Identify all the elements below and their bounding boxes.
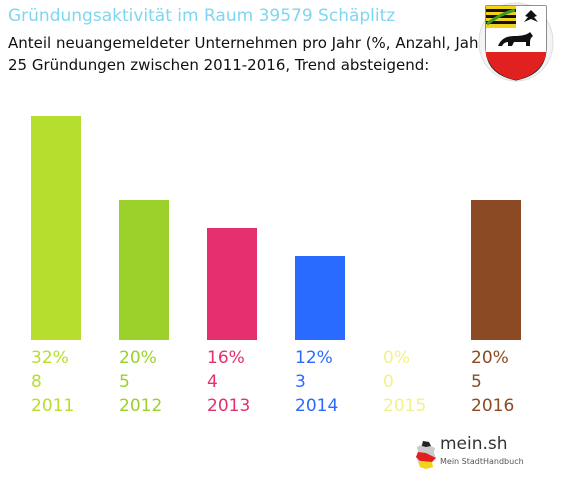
year-label: 2013 [207, 396, 251, 416]
percent-label: 16% [207, 348, 245, 368]
year-label: 2012 [119, 396, 163, 416]
count-label: 4 [207, 372, 218, 392]
percent-label: 12% [295, 348, 333, 368]
logo-wordmark: mein.sh [440, 434, 508, 454]
germany-map-icon [416, 441, 436, 469]
mein-sh-logo: mein.sh Mein StadtHandbuch [414, 432, 524, 476]
count-label: 5 [471, 372, 482, 392]
chart-subtitle-line-2: 25 Gründungen zwischen 2011-2016, Trend … [8, 56, 430, 74]
bar-labels-2013: 16% 4 2013 [207, 346, 297, 418]
bar-labels-2016: 20% 5 2016 [471, 346, 561, 418]
percent-label: 32% [31, 348, 69, 368]
bar-2012 [119, 200, 169, 340]
bar-labels-2011: 32% 8 2011 [31, 346, 121, 418]
bar-2016 [471, 200, 521, 340]
logo-tagline: Mein StadtHandbuch [440, 457, 524, 466]
count-label: 3 [295, 372, 306, 392]
percent-label: 0% [383, 348, 410, 368]
bar-labels-2014: 12% 3 2014 [295, 346, 385, 418]
chart-title: Gründungsaktivität im Raum 39579 Schäpli… [8, 6, 396, 26]
count-label: 0 [383, 372, 394, 392]
bar-labels-2015: 0% 0 2015 [383, 346, 473, 418]
count-label: 5 [119, 372, 130, 392]
percent-label: 20% [471, 348, 509, 368]
bar-labels-2012: 20% 5 2012 [119, 346, 209, 418]
coat-of-arms-icon [478, 2, 554, 82]
bar-2011 [31, 116, 81, 340]
percent-label: 20% [119, 348, 157, 368]
year-label: 2015 [383, 396, 427, 416]
year-label: 2016 [471, 396, 515, 416]
year-label: 2014 [295, 396, 339, 416]
bar-2013 [207, 228, 257, 340]
count-label: 8 [31, 372, 42, 392]
bar-2014 [295, 256, 345, 340]
year-label: 2011 [31, 396, 75, 416]
chart-subtitle-line-1: Anteil neuangemeldeter Unternehmen pro J… [8, 34, 491, 52]
